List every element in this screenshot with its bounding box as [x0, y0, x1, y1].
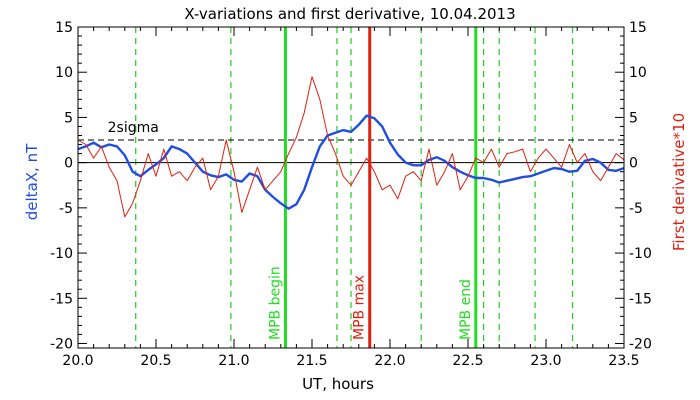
x-tick-label: 22.5 [452, 353, 483, 369]
x-tick-label: 22.0 [374, 353, 405, 369]
y-right-tick-label: -5 [629, 201, 643, 217]
mpb-marker-label: MPB end [458, 279, 474, 340]
x-tick-label: 21.0 [218, 353, 249, 369]
y-left-tick-label: -15 [50, 291, 73, 307]
y-right-tick-label: 10 [629, 65, 647, 81]
y-right-tick-label: -15 [629, 291, 652, 307]
y-left-tick-label: 15 [55, 20, 73, 36]
y-right-tick-label: -20 [629, 336, 652, 352]
x-tick-label: 23.0 [530, 353, 561, 369]
y-left-tick-label: -20 [50, 336, 73, 352]
mpb-marker-label: MPB begin [267, 266, 283, 340]
y-right-tick-label: 15 [629, 20, 647, 36]
plot-frame [77, 26, 625, 349]
chart-title: X-variations and first derivative, 10.04… [184, 5, 515, 23]
y-left-tick-label: 10 [55, 65, 73, 81]
x-tick-label: 23.5 [608, 353, 639, 369]
y-right-tick-label: 0 [629, 156, 638, 172]
x-tick-label: 21.5 [296, 353, 327, 369]
y-axis-right-label: First derivative*10 [670, 113, 688, 251]
y-left-tick-label: -10 [50, 246, 73, 262]
mpb-marker-label: MPB max [352, 275, 368, 340]
y-right-tick-label: -10 [629, 246, 652, 262]
deltax-series-line [77, 114, 625, 210]
plot-area: 2sigma MPB begin MPB max MPB end 20.0 20.5 21.… [50, 20, 652, 369]
y-left-tick-label: -5 [59, 201, 73, 217]
y-left-tick-label: 0 [64, 156, 73, 172]
x-tick-label: 20.0 [62, 353, 93, 369]
y-left-tick-label: 5 [64, 110, 73, 126]
y-axis-left-label: deltaX, nT [23, 143, 41, 220]
derivative-series-line [77, 76, 625, 218]
y-right-tick-label: 5 [629, 110, 638, 126]
threshold-label: 2sigma [108, 120, 159, 136]
x-tick-label: 20.5 [140, 353, 171, 369]
x-axis-label: UT, hours [302, 375, 374, 393]
